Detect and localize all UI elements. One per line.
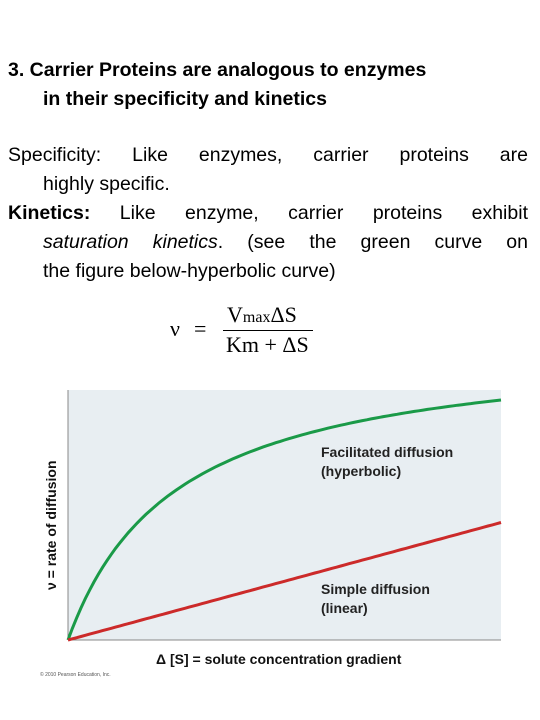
series-line-linear <box>67 521 502 642</box>
specificity-text-2: highly specific. <box>43 173 170 195</box>
y-axis-label: ν = rate of diffusion <box>43 460 59 590</box>
plot-background <box>68 390 501 640</box>
kinetics-term: Kinetics: <box>8 202 91 224</box>
series-label-linear: Simple diffusion <box>321 581 430 597</box>
kinetics-text-1: Like enzyme, carrier proteins exhibit <box>90 202 528 224</box>
specificity-text-1: : Like enzymes, carrier proteins are <box>95 144 528 166</box>
heading-line-1: 3. Carrier Proteins are analogous to enz… <box>8 59 427 81</box>
heading-line-2: in their specificity and kinetics <box>43 88 327 110</box>
slide-heading: 3. Carrier Proteins are analogous to enz… <box>8 56 533 114</box>
specificity-term: Specificity <box>8 144 96 166</box>
series-sublabel-hyperbolic: (hyperbolic) <box>321 463 401 479</box>
x-axis-label: Δ [S] = solute concentration gradient <box>156 651 402 667</box>
formula-lhs: ν <box>170 316 180 341</box>
figure-credit: © 2010 Pearson Education, Inc. <box>40 671 111 678</box>
body-text: Specificity: Like enzymes, carrier prote… <box>8 141 528 286</box>
kinetics-text-3: the figure below-hyperbolic curve) <box>43 260 336 282</box>
series-line-hyperbolic <box>66 398 502 641</box>
chart-svg: Facilitated diffusion (hyperbolic) Simple … <box>40 390 502 678</box>
kinetics-italic: saturation kinetics <box>43 231 218 253</box>
series-sublabel-linear: (linear) <box>321 600 368 616</box>
formula-numerator: VmaxΔS <box>227 302 297 327</box>
specificity-paragraph: Specificity: Like enzymes, carrier prote… <box>8 141 528 199</box>
fraction-bar <box>223 330 313 331</box>
kinetics-text-2: . (see the green curve on <box>217 231 528 253</box>
formula-equals: = <box>194 316 207 341</box>
diffusion-chart: Facilitated diffusion (hyperbolic) Simple … <box>38 385 508 685</box>
series-label-hyperbolic: Facilitated diffusion <box>321 444 453 460</box>
kinetics-paragraph: Kinetics: Like enzyme, carrier proteins … <box>8 199 528 286</box>
formula-denominator: Km + ΔS <box>226 332 309 357</box>
